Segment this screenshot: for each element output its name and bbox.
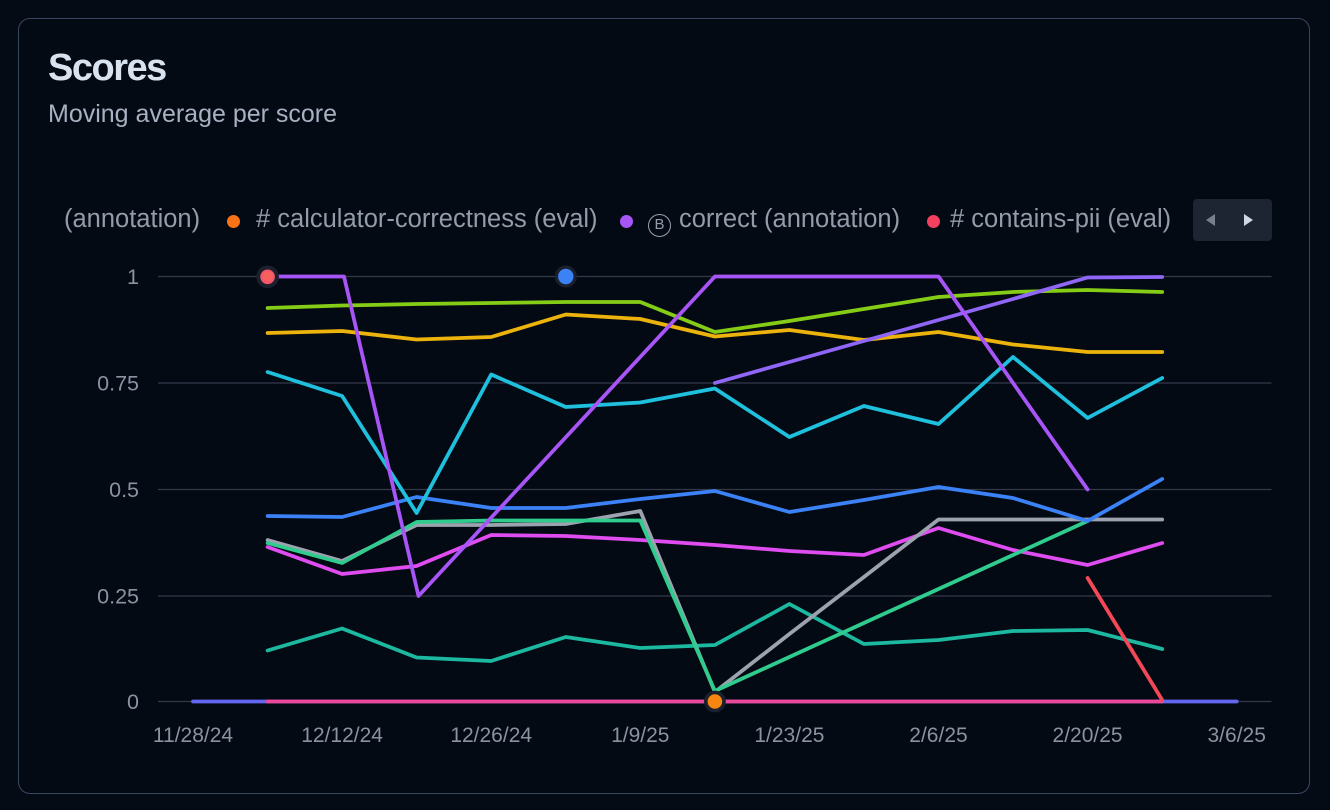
svg-text:1/23/25: 1/23/25 (754, 724, 824, 747)
svg-text:2/6/25: 2/6/25 (909, 724, 967, 747)
svg-text:0.25: 0.25 (97, 585, 139, 609)
svg-text:0.75: 0.75 (97, 372, 139, 396)
svg-text:11/28/24: 11/28/24 (153, 724, 234, 747)
svg-text:12/26/24: 12/26/24 (450, 724, 532, 747)
svg-text:2/20/25: 2/20/25 (1053, 724, 1123, 747)
svg-text:3/6/25: 3/6/25 (1208, 724, 1266, 747)
svg-text:0.5: 0.5 (109, 478, 139, 502)
svg-text:1/9/25: 1/9/25 (611, 724, 669, 747)
svg-text:0: 0 (127, 690, 139, 714)
svg-text:12/12/24: 12/12/24 (301, 724, 383, 747)
svg-text:1: 1 (127, 265, 139, 289)
